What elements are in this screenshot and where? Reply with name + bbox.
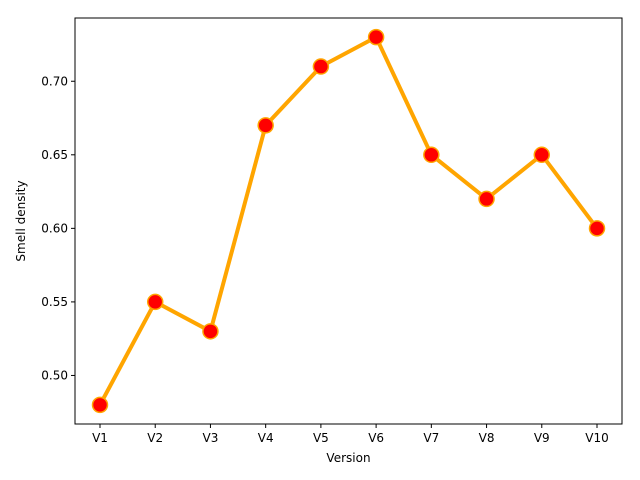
y-tick-label: 0.55	[41, 295, 68, 309]
y-tick-label: 0.50	[41, 368, 68, 382]
x-tick-label: V9	[534, 431, 550, 445]
x-tick-label: V1	[92, 431, 108, 445]
x-tick-label: V4	[258, 431, 274, 445]
y-tick-label: 0.70	[41, 74, 68, 88]
y-axis-label: Smell density	[14, 180, 28, 261]
data-point	[367, 28, 385, 46]
data-point	[588, 220, 606, 237]
series-line	[98, 35, 599, 407]
x-tick-label: V5	[313, 431, 329, 445]
x-tick-label: V10	[585, 431, 608, 445]
data-point	[478, 190, 495, 208]
x-axis-ticks: V1 V2 V3 V4 V5 V6 V7 V8 V9 V10	[92, 424, 609, 445]
y-tick-label: 0.60	[41, 221, 68, 235]
series-layer	[91, 28, 606, 414]
y-tick-label: 0.65	[41, 148, 68, 162]
data-point	[257, 117, 274, 134]
y-axis-ticks: 0.50 0.55 0.60 0.65 0.70	[41, 74, 75, 382]
data-point	[202, 323, 219, 340]
x-tick-label: V3	[203, 431, 219, 445]
x-tick-label: V8	[479, 431, 495, 445]
x-tick-label: V7	[423, 431, 439, 445]
data-point	[423, 146, 440, 164]
x-tick-label: V2	[147, 431, 163, 445]
axes-frame	[74, 17, 623, 425]
x-axis-label: Version	[326, 451, 370, 465]
data-point	[312, 58, 330, 75]
data-point	[533, 146, 551, 164]
data-point	[146, 293, 164, 311]
x-tick-label: V6	[368, 431, 384, 445]
data-point	[91, 396, 109, 414]
